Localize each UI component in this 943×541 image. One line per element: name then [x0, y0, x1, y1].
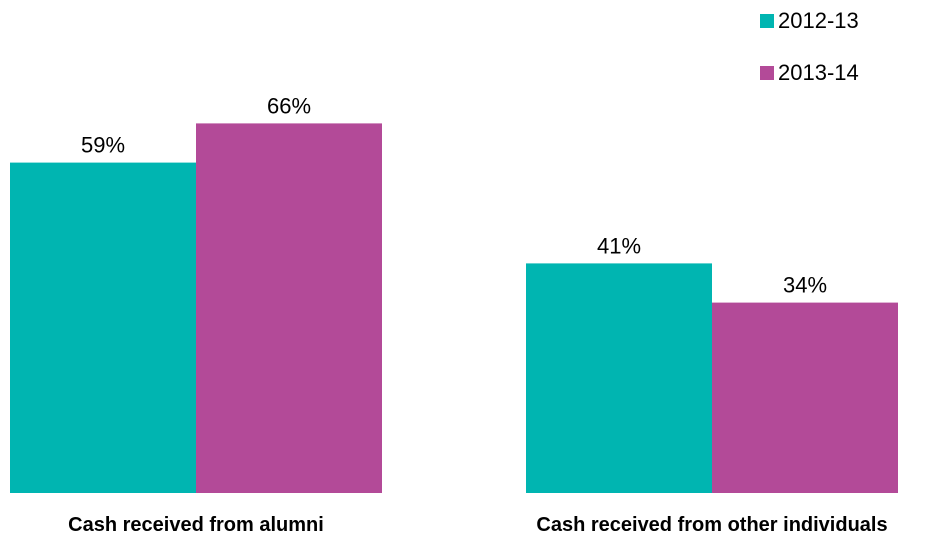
legend-swatch [760, 14, 774, 28]
value-labels-layer: 59% 66% 41% 34% [81, 93, 827, 297]
data-label: 41% [597, 233, 641, 258]
legend-label: 2013-14 [778, 60, 859, 85]
bar-2012-13-other-individuals [526, 263, 712, 493]
legend-swatch [760, 66, 774, 80]
data-label: 66% [267, 93, 311, 118]
bar-2012-13-alumni [10, 162, 196, 493]
data-label: 34% [783, 273, 827, 298]
category-label: Cash received from alumni [68, 514, 324, 536]
category-label: Cash received from other individuals [536, 514, 887, 536]
legend-label: 2012-13 [778, 8, 859, 33]
bars-layer [10, 123, 898, 494]
bar-2013-14-other-individuals [712, 302, 898, 493]
legend: 2012-13 2013-14 [760, 8, 859, 85]
data-label: 59% [81, 133, 125, 158]
bar-2013-14-alumni [196, 123, 382, 494]
category-labels-layer: Cash received from alumni Cash received f… [68, 514, 887, 536]
